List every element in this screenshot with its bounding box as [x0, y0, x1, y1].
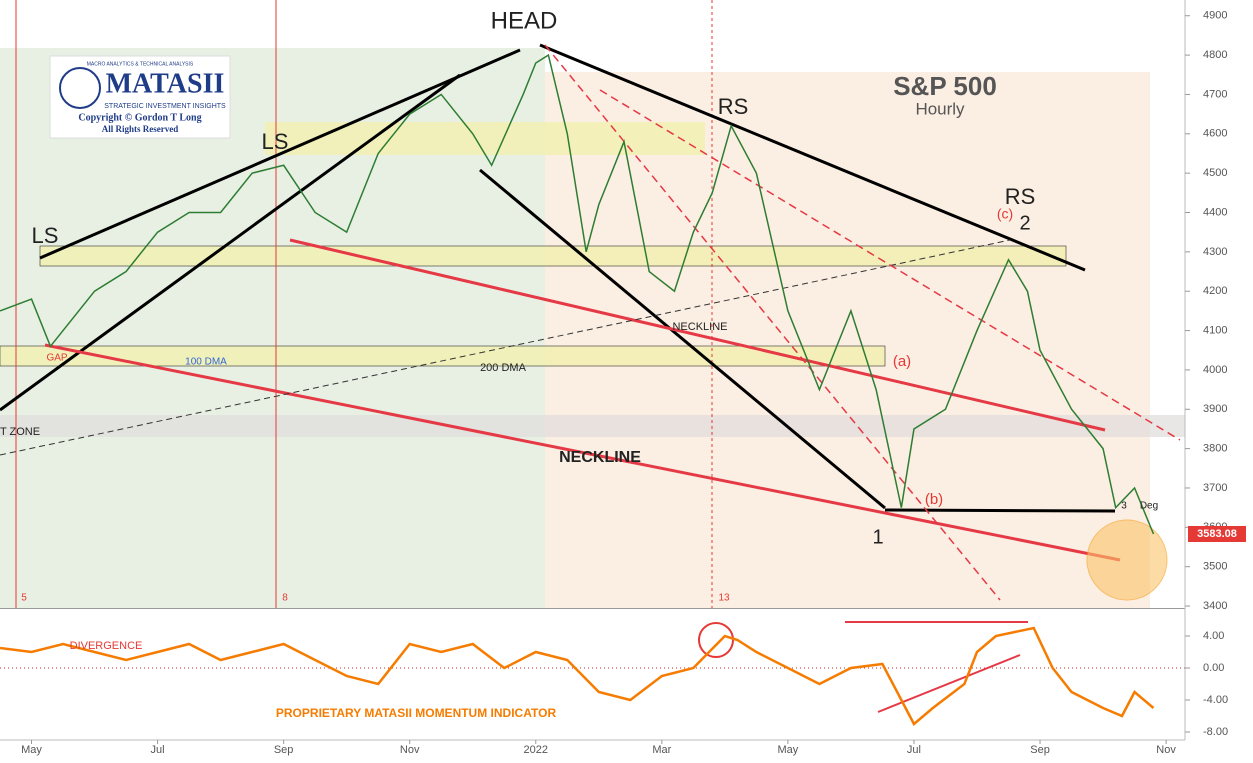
y-tick-label: 4000: [1203, 364, 1227, 376]
logo-subline: STRATEGIC INVESTMENT INSIGHTS: [104, 103, 226, 110]
x-tick-label: 2022: [524, 744, 548, 756]
annotation: 13: [718, 593, 730, 604]
x-tick-label: Jul: [907, 744, 921, 756]
neckline: [44, 343, 1121, 562]
annotation: (a): [893, 353, 911, 370]
annotation: (c): [997, 206, 1013, 222]
annotation: Deg: [1140, 501, 1158, 512]
trend-line: [884, 508, 1116, 513]
pane-divider: [0, 608, 1185, 609]
annotation: 1: [872, 526, 883, 548]
x-tick-label: May: [21, 744, 42, 756]
annotation: (b): [925, 491, 943, 508]
zone-band: [0, 345, 886, 367]
series-line: [0, 626, 1155, 726]
annotation: HEAD: [491, 7, 558, 34]
annotation: GAP: [46, 353, 67, 364]
annotation: 200 DMA: [480, 362, 527, 374]
divergence-circle: [698, 622, 734, 658]
y-tick-label: 4400: [1203, 206, 1227, 218]
y-tick-label: 4800: [1203, 49, 1227, 61]
x-tick-label: Jul: [151, 744, 165, 756]
dma-line: [0, 239, 1011, 456]
x-tick-label: Mar: [652, 744, 671, 756]
y-tick-label: 4600: [1203, 128, 1227, 140]
price-axis: [1185, 0, 1253, 763]
y-tick-label: -4.00: [1203, 694, 1228, 706]
annotation: DIVERGENCE: [70, 640, 143, 652]
series-line: [0, 53, 1155, 535]
y-tick-label: 4200: [1203, 285, 1227, 297]
y-tick-label: 4900: [1203, 10, 1227, 22]
annotation: RS: [718, 94, 749, 119]
annotation: 2: [1019, 212, 1030, 234]
annotation: T ZONE: [0, 426, 40, 438]
x-tick-label: Nov: [1156, 744, 1176, 756]
logo: MACRO ANALYTICS & TECHNICAL ANALYSIS MAT…: [49, 55, 231, 139]
chart-title: S&P 500: [893, 71, 997, 101]
trend-line: [39, 48, 521, 260]
zone-band: [0, 415, 1185, 437]
annotation: 100 DMA: [185, 357, 227, 368]
y-tick-label: 4.00: [1203, 630, 1224, 642]
highlight-circle: [1086, 519, 1168, 601]
y-tick-label: 3400: [1203, 600, 1227, 612]
y-tick-label: 4500: [1203, 167, 1227, 179]
annotation: RS: [1005, 184, 1036, 209]
fib-arc: [544, 44, 1001, 601]
trend-line: [0, 73, 461, 412]
annotation: LS: [262, 129, 289, 154]
y-tick-label: 3900: [1203, 403, 1227, 415]
last-price-label: 3583.08: [1197, 528, 1237, 540]
x-tick-label: Sep: [274, 744, 294, 756]
y-tick-label: -8.00: [1203, 726, 1228, 738]
fib-arc: [599, 89, 1181, 441]
y-tick-label: 3700: [1203, 482, 1227, 494]
logo-name: MATASII: [106, 68, 225, 99]
x-tick-label: Nov: [400, 744, 420, 756]
y-tick-label: 3500: [1203, 561, 1227, 573]
annotation: NECKLINE: [559, 449, 641, 466]
y-tick-label: 0.00: [1203, 662, 1224, 674]
last-price-box: [1188, 525, 1246, 542]
annotation: PROPRIETARY MATASII MOMENTUM INDICATOR: [276, 706, 557, 720]
trend-line: [539, 43, 1086, 272]
logo-box: [49, 55, 231, 139]
chart-subtitle: Hourly: [915, 99, 965, 118]
logo-emblem: [59, 67, 101, 109]
y-tick-label: 4100: [1203, 324, 1227, 336]
y-tick-label: 4700: [1203, 88, 1227, 100]
logo-rights: All Rights Reserved: [102, 124, 179, 134]
zone-right: [545, 72, 1150, 608]
zone-band: [265, 122, 705, 155]
y-tick-label: 3800: [1203, 443, 1227, 455]
y-tick-label: 4300: [1203, 246, 1227, 258]
annotation: 8: [282, 593, 288, 604]
divergence-line: [877, 654, 1021, 713]
x-tick-label: May: [778, 744, 799, 756]
annotation: LS: [32, 223, 59, 248]
trend-line: [479, 168, 886, 510]
x-tick-label: Sep: [1030, 744, 1050, 756]
annotation: 5: [21, 593, 27, 604]
logo-tagline: MACRO ANALYTICS & TECHNICAL ANALYSIS: [87, 61, 194, 67]
neckline: [289, 238, 1106, 432]
annotation: NECKLINE: [672, 321, 727, 333]
logo-copyright: Copyright © Gordon T Long: [78, 112, 201, 123]
zone-band: [39, 245, 1067, 267]
annotation: 3: [1121, 501, 1127, 512]
